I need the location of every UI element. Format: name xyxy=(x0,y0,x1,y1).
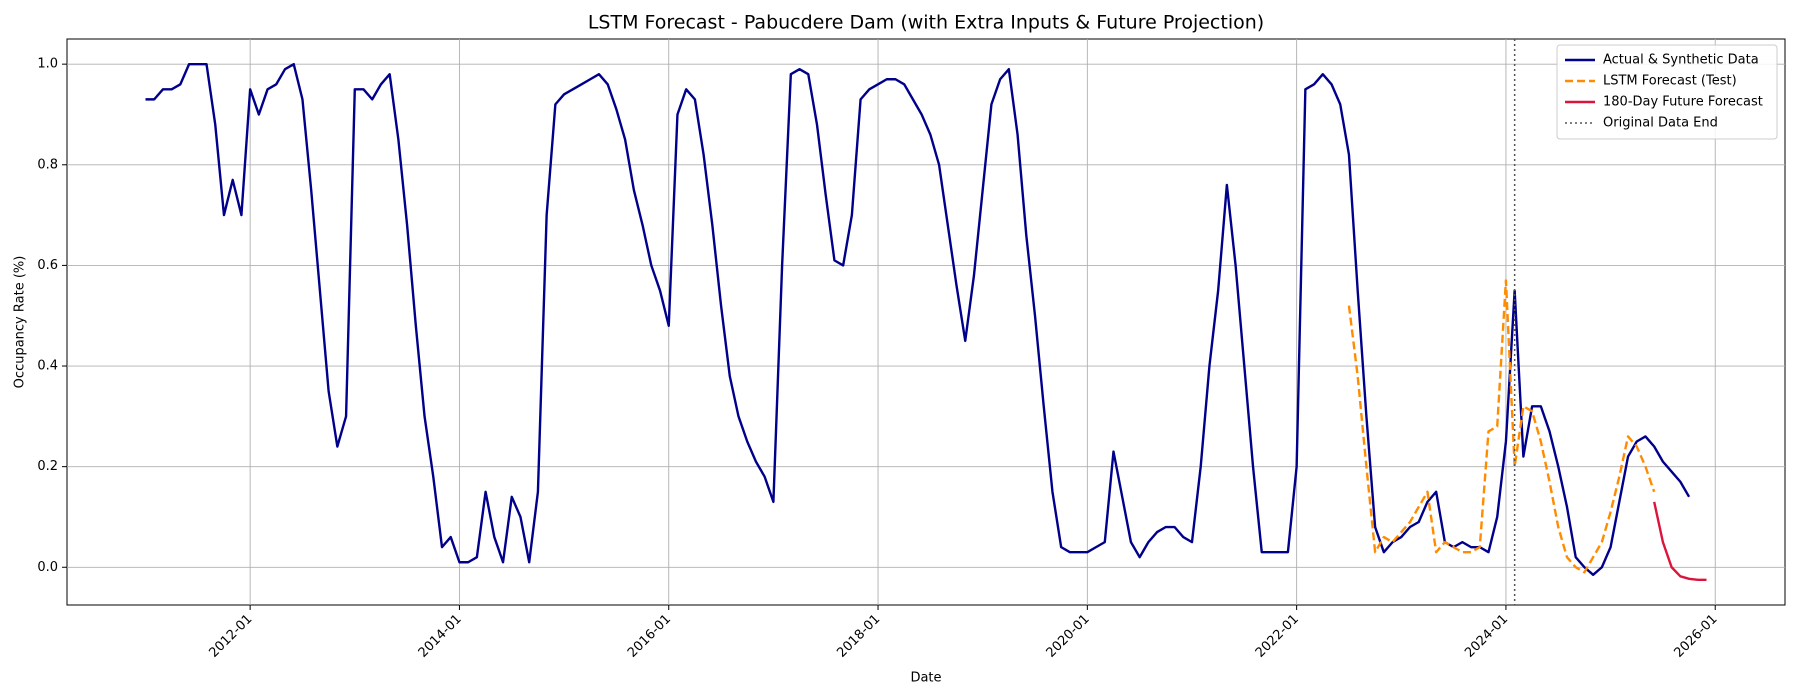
series-line xyxy=(145,62,1691,577)
y-tick-label: 0.2 xyxy=(37,459,58,474)
x-tick-label: 2012-01 xyxy=(206,612,255,661)
x-tick-label: 2016-01 xyxy=(625,612,674,661)
chart-title: LSTM Forecast - Pabucdere Dam (with Extr… xyxy=(588,12,1264,34)
x-tick-label: 2024-01 xyxy=(1462,612,1511,661)
y-axis-label: Occupancy Rate (%) xyxy=(13,256,28,389)
legend-box xyxy=(1556,44,1778,140)
y-tick-label: 0.0 xyxy=(37,560,58,575)
series-line xyxy=(1347,279,1656,574)
x-tick-label: 2022-01 xyxy=(1253,612,1302,661)
x-tick-label: 2018-01 xyxy=(834,612,883,661)
x-tick-label: 2026-01 xyxy=(1672,612,1721,661)
x-tick-label: 2020-01 xyxy=(1044,612,1093,661)
legend: Actual & Synthetic Data LSTM Forecast (Te… xyxy=(1556,44,1778,140)
y-tick-label: 0.4 xyxy=(37,359,58,374)
legend-label: Original Data End xyxy=(1603,116,1718,131)
x-tick-label: 2014-01 xyxy=(416,612,465,661)
series-line xyxy=(1653,501,1707,582)
y-tick-label: 0.6 xyxy=(37,258,58,273)
legend-label: Actual & Synthetic Data xyxy=(1603,53,1759,68)
y-tick-label: 1.0 xyxy=(37,57,58,72)
legend-label: 180-Day Future Forecast xyxy=(1603,95,1763,110)
plot-frame xyxy=(66,38,1786,606)
legend-label: LSTM Forecast (Test) xyxy=(1603,74,1737,89)
x-axis-label: Date xyxy=(910,671,941,686)
y-tick-label: 0.8 xyxy=(37,157,58,172)
